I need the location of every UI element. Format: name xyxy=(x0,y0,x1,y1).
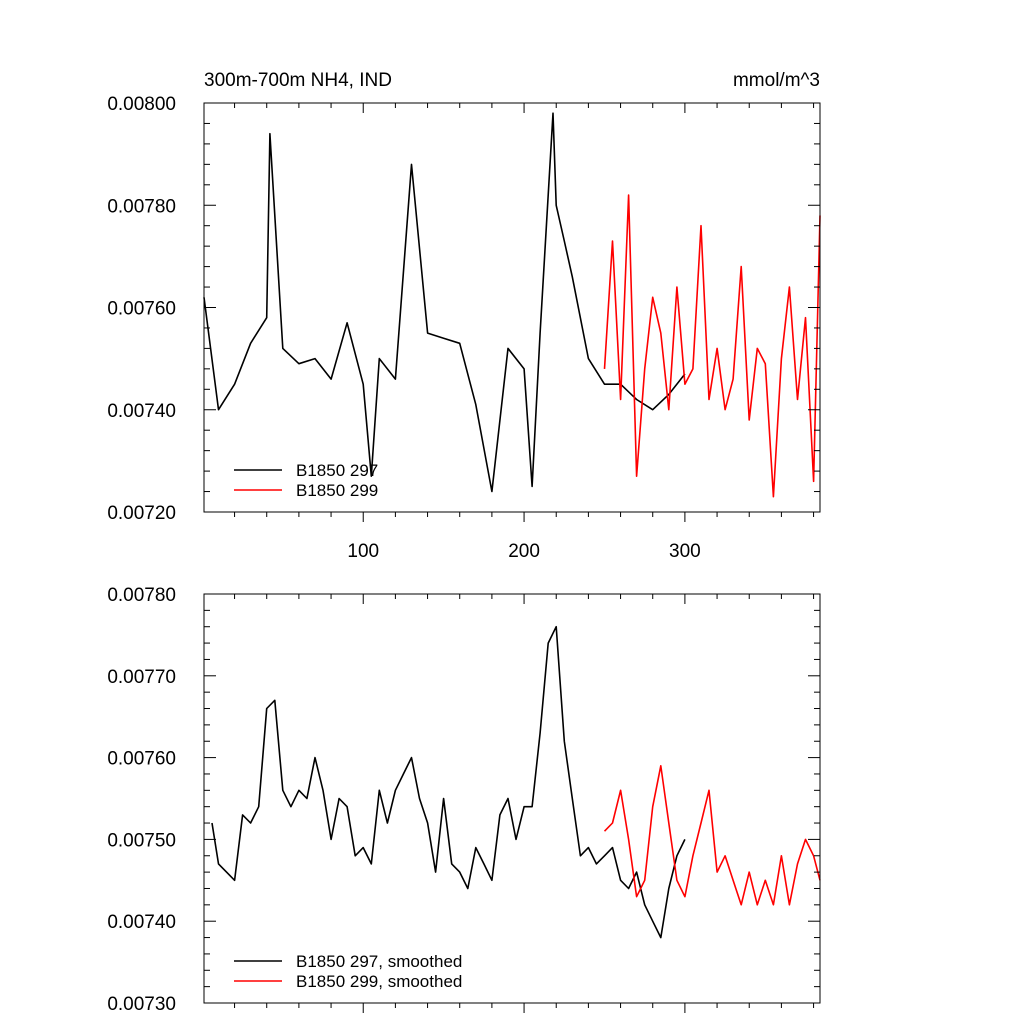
bottom-ytick-label: 0.00750 xyxy=(107,830,176,851)
bottom-ytick-label: 0.00770 xyxy=(107,667,176,688)
bottom-plot-lines xyxy=(211,625,821,939)
top-xtick-label: 200 xyxy=(508,541,540,562)
bottom-ytick-label: 0.00730 xyxy=(107,994,176,1015)
top-series-line-1 xyxy=(203,112,686,493)
bottom-legend-label: B1850 297, smoothed xyxy=(296,952,462,971)
bottom-legend-label: B1850 299, smoothed xyxy=(296,972,462,991)
top-axis-labels: 0.00720 0.00740 0.00760 0.00780 0.00800 100 20… xyxy=(107,94,700,562)
top-legend-label: B1850 297 xyxy=(296,461,378,480)
bottom-series-line-2 xyxy=(603,764,821,906)
top-ytick-label: 0.00740 xyxy=(107,401,176,422)
top-ytick-label: 0.00760 xyxy=(107,299,176,320)
top-axis-ticks xyxy=(204,102,820,522)
bottom-ytick-label: 0.00760 xyxy=(107,749,176,770)
top-series-line-2 xyxy=(603,194,821,498)
top-xtick-label: 300 xyxy=(669,541,701,562)
top-chart-units: mmol/m^3 xyxy=(733,70,820,91)
top-ytick-label: 0.00720 xyxy=(107,503,176,524)
bottom-axis-labels: 0.00730 0.00740 0.00750 0.00760 0.00770 0.007… xyxy=(107,585,176,1015)
bottom-ytick-label: 0.00780 xyxy=(107,585,176,606)
top-chart-title: 300m-700m NH4, IND xyxy=(204,70,392,91)
top-ytick-label: 0.00800 xyxy=(107,94,176,115)
top-panel: 0.00720 0.00740 0.00760 0.00780 0.00800 100 20… xyxy=(107,70,821,562)
top-xtick-label: 100 xyxy=(347,541,379,562)
bottom-axis-ticks xyxy=(204,593,820,1013)
bottom-series-line-1 xyxy=(211,625,686,939)
bottom-panel: 0.00730 0.00740 0.00750 0.00760 0.00770 0.007… xyxy=(107,585,821,1015)
top-plot-frame xyxy=(203,102,821,513)
top-legend-label: B1850 299 xyxy=(296,481,378,500)
bottom-plot-frame xyxy=(203,593,821,1004)
bottom-ytick-label: 0.00740 xyxy=(107,912,176,933)
top-plot-lines xyxy=(203,112,821,498)
top-ytick-label: 0.00780 xyxy=(107,196,176,217)
